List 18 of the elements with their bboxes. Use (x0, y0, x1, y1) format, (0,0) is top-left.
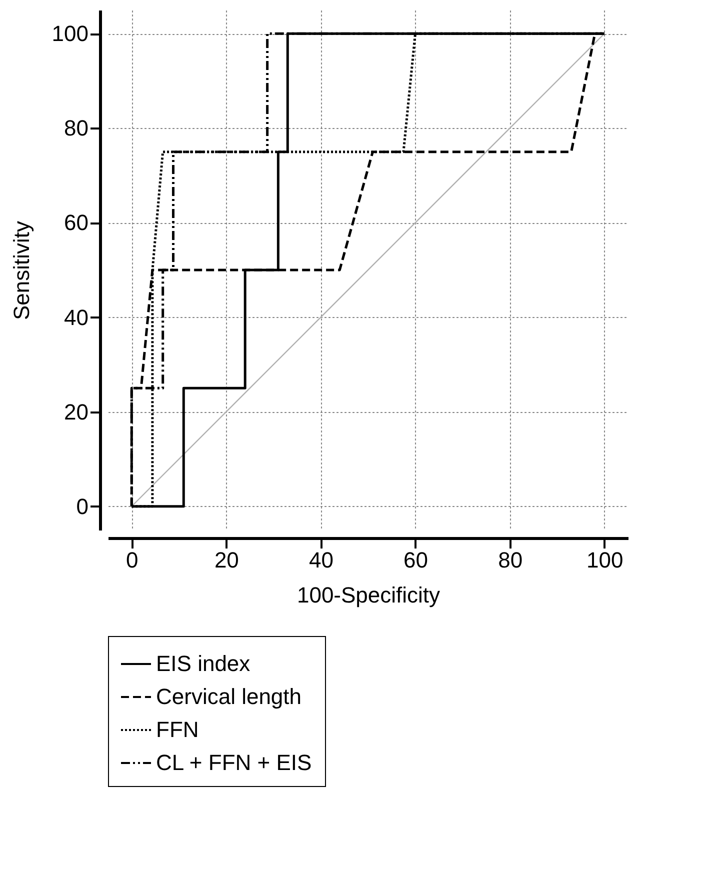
y-tick-label: 20 (64, 399, 88, 424)
x-tick-label: 100 (586, 548, 624, 572)
y-tick-label: 0 (76, 494, 88, 519)
legend-label: Cervical length (156, 684, 302, 709)
y-tick-label: 60 (64, 210, 88, 236)
x-tick-label: 40 (308, 548, 334, 572)
y-axis-title: Sensitivity (8, 220, 34, 320)
x-tick-label: 80 (498, 548, 523, 572)
legend-label: EIS index (156, 651, 250, 676)
legend-label: CL + FFN + EIS (156, 750, 312, 775)
y-tick-label: 100 (52, 21, 88, 46)
x-tick-label: 20 (214, 548, 239, 572)
y-tick-label: 40 (64, 304, 88, 330)
y-tick-label: 80 (64, 116, 88, 141)
legend-label: FFN (156, 717, 199, 742)
x-axis-title: 100-Specificity (296, 582, 440, 608)
x-tick-label: 60 (404, 548, 428, 572)
x-tick-label: 0 (126, 548, 138, 572)
